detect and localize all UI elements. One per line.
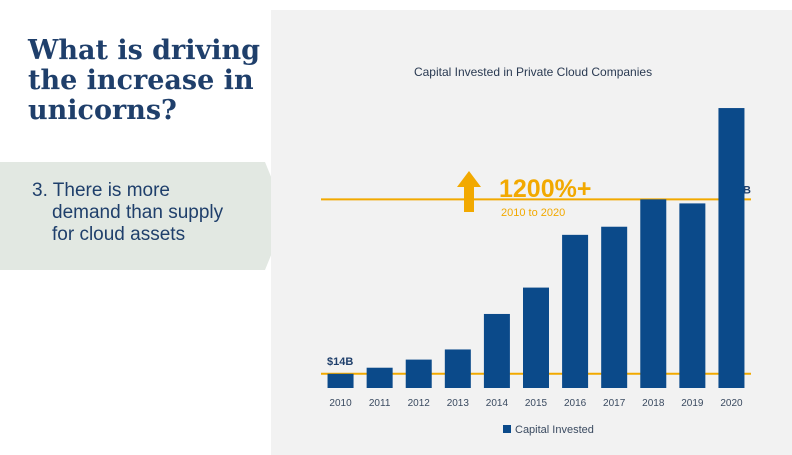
- bar-2019: [679, 203, 706, 388]
- x-tick-label-2014: 2014: [486, 398, 509, 409]
- bar-2016: [562, 234, 589, 388]
- x-tick-label-2011: 2011: [369, 398, 391, 409]
- point-callout-band: [0, 162, 265, 270]
- heading-line: unicorns?: [28, 95, 177, 126]
- bar-2014: [483, 313, 510, 388]
- x-tick-label-2015: 2015: [525, 398, 548, 409]
- point-line: for cloud assets: [52, 224, 186, 245]
- bar-2011: [366, 367, 393, 388]
- x-tick-labels: 2010 2011 2012 2013 2014 2015 2016 2017 2018 2019…: [329, 398, 743, 409]
- point-text: 3. There is more demand than supply for …: [32, 180, 277, 246]
- bar-2010: [327, 373, 354, 388]
- growth-value: 1200%+: [499, 175, 591, 203]
- bar-2020: [718, 108, 745, 389]
- legend-swatch: [503, 425, 511, 433]
- point-line: demand than supply: [52, 202, 224, 223]
- x-tick-label-2010: 2010: [329, 398, 352, 409]
- x-tick-label-2016: 2016: [564, 398, 587, 409]
- chart-title: Capital Invested in Private Cloud Compan…: [414, 65, 652, 79]
- heading-line: the increase in: [28, 65, 254, 96]
- x-tick-label-2020: 2020: [720, 398, 743, 409]
- point-line: 3. There is more: [32, 180, 170, 201]
- bar-2013: [444, 349, 471, 388]
- bar-2012: [405, 359, 432, 388]
- chart-legend: Capital Invested: [503, 424, 594, 436]
- x-tick-label-2019: 2019: [681, 398, 704, 409]
- reference-line-label: $14B: [327, 356, 353, 368]
- x-tick-label-2012: 2012: [408, 398, 431, 409]
- heading-line: What is driving: [28, 35, 260, 66]
- legend-label: Capital Invested: [515, 424, 594, 436]
- chart-panel: Capital Invested in Private Cloud Compan…: [271, 10, 792, 455]
- x-tick-label-2017: 2017: [603, 398, 626, 409]
- page-heading: What is driving the increase in unicorns…: [28, 36, 268, 126]
- growth-callout: 1200%+ 2010 to 2020: [457, 171, 591, 219]
- bar-chart: Capital Invested in Private Cloud Compan…: [321, 65, 751, 436]
- growth-period: 2010 to 2020: [501, 207, 565, 219]
- up-arrow-icon: [457, 171, 481, 212]
- bar-2017: [601, 226, 628, 388]
- x-tick-label-2013: 2013: [447, 398, 470, 409]
- bar-2015: [523, 287, 549, 388]
- bars-group: [327, 108, 745, 389]
- bar-2018: [640, 199, 667, 388]
- x-tick-label-2018: 2018: [642, 398, 665, 409]
